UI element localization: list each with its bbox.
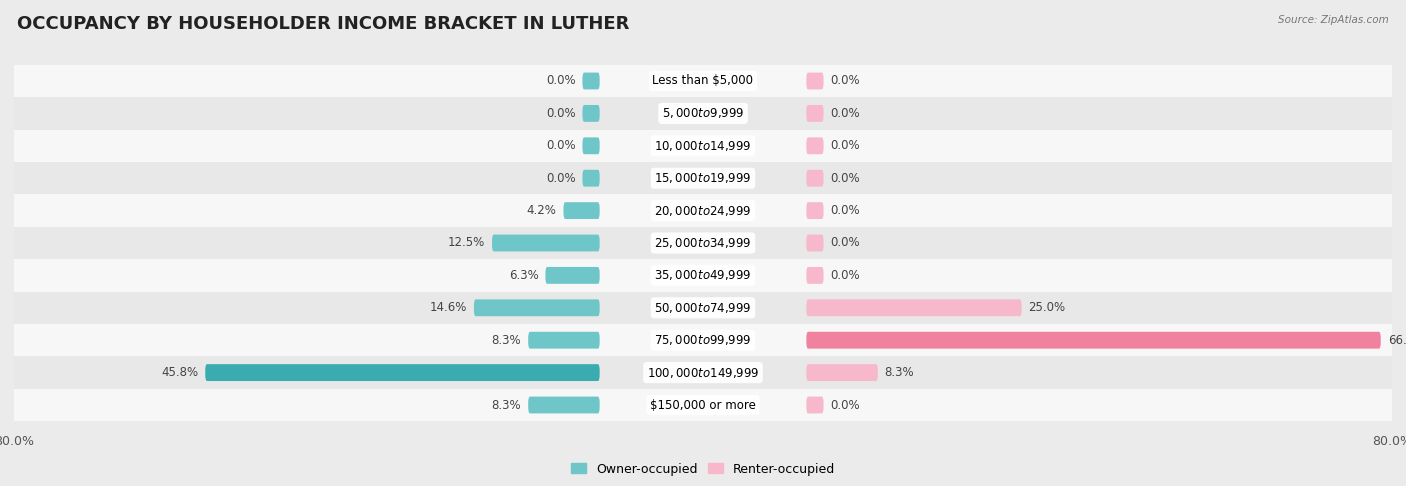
Bar <box>14 162 1392 194</box>
Text: $10,000 to $14,999: $10,000 to $14,999 <box>654 139 752 153</box>
Text: $35,000 to $49,999: $35,000 to $49,999 <box>654 268 752 282</box>
Text: 0.0%: 0.0% <box>546 139 575 152</box>
FancyBboxPatch shape <box>582 105 599 122</box>
FancyBboxPatch shape <box>807 364 877 381</box>
Bar <box>14 389 1392 421</box>
Text: 12.5%: 12.5% <box>449 237 485 249</box>
Legend: Owner-occupied, Renter-occupied: Owner-occupied, Renter-occupied <box>567 457 839 481</box>
FancyBboxPatch shape <box>807 170 824 187</box>
Text: 0.0%: 0.0% <box>831 172 860 185</box>
Text: 0.0%: 0.0% <box>831 269 860 282</box>
Bar <box>14 356 1392 389</box>
Bar <box>14 130 1392 162</box>
Text: 8.3%: 8.3% <box>492 334 522 347</box>
Text: 14.6%: 14.6% <box>430 301 467 314</box>
FancyBboxPatch shape <box>474 299 599 316</box>
FancyBboxPatch shape <box>564 202 599 219</box>
Text: OCCUPANCY BY HOUSEHOLDER INCOME BRACKET IN LUTHER: OCCUPANCY BY HOUSEHOLDER INCOME BRACKET … <box>17 15 630 33</box>
Text: 45.8%: 45.8% <box>162 366 198 379</box>
Text: 0.0%: 0.0% <box>831 237 860 249</box>
Text: 6.3%: 6.3% <box>509 269 538 282</box>
Text: 0.0%: 0.0% <box>546 74 575 87</box>
Text: 0.0%: 0.0% <box>546 172 575 185</box>
Text: 0.0%: 0.0% <box>831 204 860 217</box>
Bar <box>14 259 1392 292</box>
Text: 0.0%: 0.0% <box>546 107 575 120</box>
Text: 0.0%: 0.0% <box>831 139 860 152</box>
FancyBboxPatch shape <box>807 235 824 251</box>
FancyBboxPatch shape <box>807 299 1022 316</box>
Bar <box>14 324 1392 356</box>
FancyBboxPatch shape <box>807 332 1381 348</box>
Text: 66.7%: 66.7% <box>1388 334 1406 347</box>
FancyBboxPatch shape <box>807 138 824 154</box>
FancyBboxPatch shape <box>807 267 824 284</box>
FancyBboxPatch shape <box>492 235 599 251</box>
Text: 0.0%: 0.0% <box>831 107 860 120</box>
Text: 25.0%: 25.0% <box>1029 301 1066 314</box>
FancyBboxPatch shape <box>807 105 824 122</box>
Text: 0.0%: 0.0% <box>831 74 860 87</box>
Text: Source: ZipAtlas.com: Source: ZipAtlas.com <box>1278 15 1389 25</box>
Bar <box>14 227 1392 259</box>
FancyBboxPatch shape <box>807 72 824 89</box>
Text: 0.0%: 0.0% <box>831 399 860 412</box>
FancyBboxPatch shape <box>529 397 599 414</box>
Bar <box>14 292 1392 324</box>
FancyBboxPatch shape <box>546 267 599 284</box>
FancyBboxPatch shape <box>582 72 599 89</box>
Bar <box>14 65 1392 97</box>
Text: $25,000 to $34,999: $25,000 to $34,999 <box>654 236 752 250</box>
Text: $5,000 to $9,999: $5,000 to $9,999 <box>662 106 744 121</box>
Text: 8.3%: 8.3% <box>884 366 914 379</box>
Text: $75,000 to $99,999: $75,000 to $99,999 <box>654 333 752 347</box>
FancyBboxPatch shape <box>205 364 599 381</box>
Text: Less than $5,000: Less than $5,000 <box>652 74 754 87</box>
Text: $50,000 to $74,999: $50,000 to $74,999 <box>654 301 752 315</box>
FancyBboxPatch shape <box>807 397 824 414</box>
FancyBboxPatch shape <box>582 138 599 154</box>
Bar <box>14 194 1392 227</box>
Text: $20,000 to $24,999: $20,000 to $24,999 <box>654 204 752 218</box>
FancyBboxPatch shape <box>807 202 824 219</box>
Text: $150,000 or more: $150,000 or more <box>650 399 756 412</box>
Bar <box>14 97 1392 130</box>
Text: $15,000 to $19,999: $15,000 to $19,999 <box>654 171 752 185</box>
FancyBboxPatch shape <box>529 332 599 348</box>
Text: 4.2%: 4.2% <box>527 204 557 217</box>
Text: 8.3%: 8.3% <box>492 399 522 412</box>
FancyBboxPatch shape <box>582 170 599 187</box>
Text: $100,000 to $149,999: $100,000 to $149,999 <box>647 365 759 380</box>
